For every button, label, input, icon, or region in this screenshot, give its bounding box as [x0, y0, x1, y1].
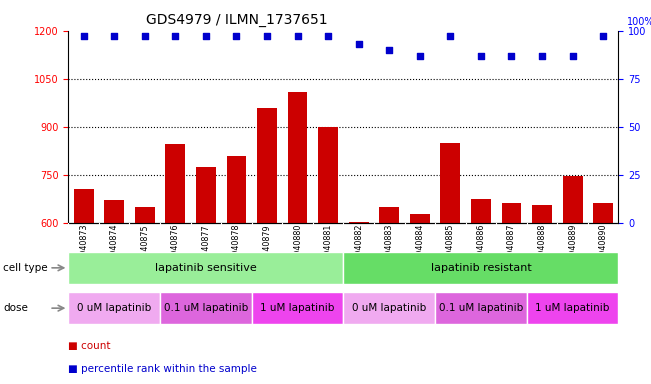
Bar — [135, 207, 155, 384]
Point — [353, 41, 364, 47]
Point — [109, 33, 119, 40]
Text: GSM940888: GSM940888 — [538, 224, 547, 272]
Text: 100%: 100% — [627, 17, 651, 27]
Point — [231, 33, 242, 40]
Text: GSM940879: GSM940879 — [262, 224, 271, 273]
Bar — [227, 156, 246, 384]
Bar — [501, 203, 521, 384]
Bar — [288, 91, 307, 384]
Bar — [435, 292, 527, 324]
Text: GSM940875: GSM940875 — [140, 224, 149, 273]
Point — [598, 33, 609, 40]
Text: GSM940890: GSM940890 — [599, 224, 607, 273]
Text: GSM940884: GSM940884 — [415, 224, 424, 272]
Bar — [532, 205, 552, 384]
Text: GSM940883: GSM940883 — [385, 224, 394, 272]
Bar — [441, 143, 460, 384]
Bar — [257, 108, 277, 384]
Bar — [196, 167, 216, 384]
Bar — [68, 252, 344, 284]
Text: dose: dose — [3, 303, 28, 313]
Bar — [471, 199, 491, 384]
Bar — [344, 292, 435, 324]
Point — [537, 53, 547, 59]
Text: 0 uM lapatinib: 0 uM lapatinib — [77, 303, 151, 313]
Text: 0.1 uM lapatinib: 0.1 uM lapatinib — [439, 303, 523, 313]
Point — [445, 33, 456, 40]
Point — [201, 33, 211, 40]
Bar — [344, 252, 618, 284]
Text: GSM940878: GSM940878 — [232, 224, 241, 273]
Text: 1 uM lapatinib: 1 uM lapatinib — [535, 303, 610, 313]
Text: GSM940881: GSM940881 — [324, 224, 333, 272]
Text: GSM940886: GSM940886 — [477, 224, 486, 272]
Bar — [349, 222, 368, 384]
Text: GSM940885: GSM940885 — [446, 224, 455, 273]
Text: 0.1 uM lapatinib: 0.1 uM lapatinib — [164, 303, 248, 313]
Text: cell type: cell type — [3, 263, 48, 273]
Bar — [160, 292, 252, 324]
Text: GSM940887: GSM940887 — [507, 224, 516, 273]
Bar — [104, 200, 124, 384]
Text: GSM940889: GSM940889 — [568, 224, 577, 273]
Text: lapatinib sensitive: lapatinib sensitive — [155, 263, 256, 273]
Bar — [318, 127, 338, 384]
Bar — [165, 144, 186, 384]
Text: GSM940876: GSM940876 — [171, 224, 180, 273]
Text: GSM940882: GSM940882 — [354, 224, 363, 273]
Text: ■ count: ■ count — [68, 341, 111, 351]
Point — [323, 33, 333, 40]
Point — [292, 33, 303, 40]
Text: 1 uM lapatinib: 1 uM lapatinib — [260, 303, 335, 313]
Point — [262, 33, 272, 40]
Text: ■ percentile rank within the sample: ■ percentile rank within the sample — [68, 364, 257, 374]
Text: GDS4979 / ILMN_1737651: GDS4979 / ILMN_1737651 — [146, 13, 328, 27]
Text: GSM940873: GSM940873 — [79, 224, 88, 273]
Bar — [527, 292, 618, 324]
Bar — [410, 214, 430, 384]
Bar — [380, 207, 399, 384]
Bar — [68, 292, 160, 324]
Point — [78, 33, 89, 40]
Point — [139, 33, 150, 40]
Text: GSM940877: GSM940877 — [201, 224, 210, 273]
Point — [415, 53, 425, 59]
Point — [384, 47, 395, 53]
Point — [568, 53, 578, 59]
Text: GSM940880: GSM940880 — [293, 224, 302, 272]
Point — [170, 33, 180, 40]
Bar — [562, 176, 583, 384]
Point — [506, 53, 517, 59]
Text: lapatinib resistant: lapatinib resistant — [430, 263, 531, 273]
Point — [476, 53, 486, 59]
Bar — [593, 203, 613, 384]
Text: 0 uM lapatinib: 0 uM lapatinib — [352, 303, 426, 313]
Bar — [252, 292, 343, 324]
Text: GSM940874: GSM940874 — [110, 224, 118, 273]
Bar — [74, 189, 94, 384]
